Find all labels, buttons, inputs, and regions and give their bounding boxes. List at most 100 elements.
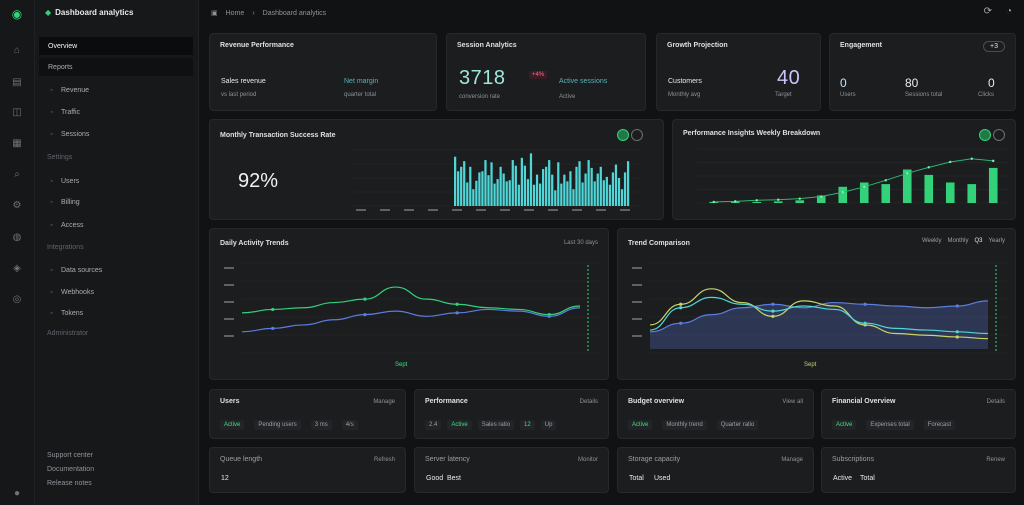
sidebar-footer-link[interactable]: Support center [47, 452, 93, 459]
x-tick [500, 209, 510, 211]
x-tick [524, 209, 534, 211]
bar [554, 190, 557, 206]
sidebar-item-overview[interactable]: Overview [39, 37, 193, 55]
app-logo-icon[interactable]: ◉ [11, 7, 23, 21]
point [777, 198, 780, 201]
sidebar-item-traffic[interactable]: ◦ Traffic [39, 103, 193, 121]
point [755, 199, 758, 202]
card-action[interactable]: Renew [986, 457, 1005, 463]
point [970, 157, 973, 160]
search-icon[interactable]: ⌕ [14, 168, 20, 180]
refresh-icon[interactable]: ⟳ [983, 6, 992, 17]
sidebar-item-reports[interactable]: Reports [39, 58, 193, 76]
point [771, 309, 775, 313]
x-tick [620, 209, 630, 211]
y-tick [632, 284, 642, 286]
card-action[interactable]: Manage [373, 399, 395, 405]
tab-monthly[interactable]: Monthly [947, 238, 969, 244]
series-line [649, 300, 989, 333]
toggle-off-icon[interactable] [993, 129, 1005, 141]
point [771, 314, 775, 318]
bar [466, 182, 469, 206]
bottom-card-latency: Server latency Monitor Good Best [414, 447, 609, 493]
point [955, 335, 959, 339]
period-tabs: Weekly Monthly Q3 Yearly [922, 238, 1005, 244]
bar [924, 174, 934, 203]
chip: 12 [520, 420, 535, 430]
bell-icon[interactable]: ◈ [13, 262, 21, 274]
bar [902, 169, 912, 203]
tab-q3[interactable]: Q3 [974, 238, 983, 244]
bar [484, 160, 487, 206]
sidebar-item-data-sources[interactable]: ◦ Data sources [39, 261, 193, 279]
card-action[interactable]: Refresh [373, 457, 395, 463]
bar [614, 164, 618, 206]
bar [581, 182, 584, 206]
grid-icon[interactable]: ▦ [12, 137, 22, 149]
kpi-card-sessions: Session Analytics 3718 +4% Active sessio… [446, 33, 646, 111]
kpi-badge[interactable]: +3 [983, 41, 1005, 52]
kpi-label: Sales revenue [221, 78, 266, 85]
timeline-filter[interactable]: Last 30 days [563, 240, 598, 246]
sidebar-item-label: Users [61, 177, 80, 185]
sidebar-item-tokens[interactable]: ◦ Tokens [39, 304, 193, 322]
menu-icon[interactable]: ▣ [211, 10, 218, 17]
sidebar-item-revenue[interactable]: ◦ Revenue [39, 81, 193, 99]
bar [572, 189, 575, 206]
card-value: Total [629, 475, 644, 482]
tab-yearly[interactable]: Yearly [988, 238, 1005, 244]
card-action[interactable]: View all [782, 399, 803, 405]
kpi-sub: Monthly avg [668, 92, 701, 98]
chart-icon[interactable]: ▤ [12, 76, 22, 88]
tab-weekly[interactable]: Weekly [921, 238, 942, 244]
toggle-on-icon[interactable] [979, 129, 991, 141]
card-action[interactable]: Monitor [577, 457, 598, 463]
point [734, 200, 737, 203]
y-tick [632, 335, 642, 337]
point [363, 313, 367, 317]
sidebar-item-label: Traffic [61, 108, 81, 116]
dot-icon: ◦ [50, 198, 53, 206]
sidebar-item-sessions[interactable]: ◦ Sessions [39, 125, 193, 143]
kpi-sub: conversion rate [459, 94, 501, 100]
user-icon[interactable]: ◎ [12, 293, 22, 305]
x-tick [548, 209, 558, 211]
dot-icon: ◦ [50, 266, 53, 274]
card-value: Total [860, 475, 875, 482]
bar [967, 184, 977, 203]
sidebar-footer-link[interactable]: Release notes [47, 480, 92, 487]
chart-footer: Sept [395, 362, 408, 368]
chip: Forecast [923, 420, 956, 430]
chip: Pending users [254, 420, 301, 430]
mini-card-budget: Budget overview View all Active Monthly … [617, 389, 814, 439]
notifications-icon[interactable]: ◔ [1005, 6, 1012, 17]
bar [457, 171, 460, 206]
sidebar-item-access[interactable]: ◦ Access [39, 216, 193, 234]
sidebar-footer-link[interactable]: Documentation [47, 466, 95, 473]
breadcrumb-home[interactable]: Home [225, 9, 245, 17]
sidebar-item-webhooks[interactable]: ◦ Webhooks [39, 283, 193, 301]
card-action[interactable]: Details [579, 399, 598, 405]
sidebar-item-users[interactable]: ◦ Users [39, 172, 193, 190]
chip: Active [220, 420, 245, 430]
layers-icon[interactable]: ◫ [12, 106, 22, 118]
bottom-card-subscriptions: Subscriptions Renew Active Total [821, 447, 1016, 493]
settings-icon[interactable]: ⚙ [12, 199, 22, 211]
account-icon[interactable]: ● [13, 487, 21, 499]
series-line [241, 286, 581, 316]
globe-icon[interactable]: ◍ [12, 231, 22, 243]
bar [514, 165, 517, 206]
point [863, 302, 867, 306]
bar [496, 179, 499, 206]
card-action[interactable]: Manage [781, 457, 803, 463]
bar [945, 182, 955, 203]
kpi-card-growth: Growth Projection Customers Monthly avg … [656, 33, 821, 111]
toggle-off-icon[interactable] [631, 129, 643, 141]
toggle-on-icon[interactable] [617, 129, 629, 141]
home-icon[interactable]: ⌂ [13, 44, 21, 56]
bar [988, 167, 998, 203]
point [992, 159, 995, 163]
x-tick [356, 209, 366, 211]
card-action[interactable]: Details [986, 399, 1005, 405]
sidebar-item-billing[interactable]: ◦ Billing [39, 193, 193, 211]
